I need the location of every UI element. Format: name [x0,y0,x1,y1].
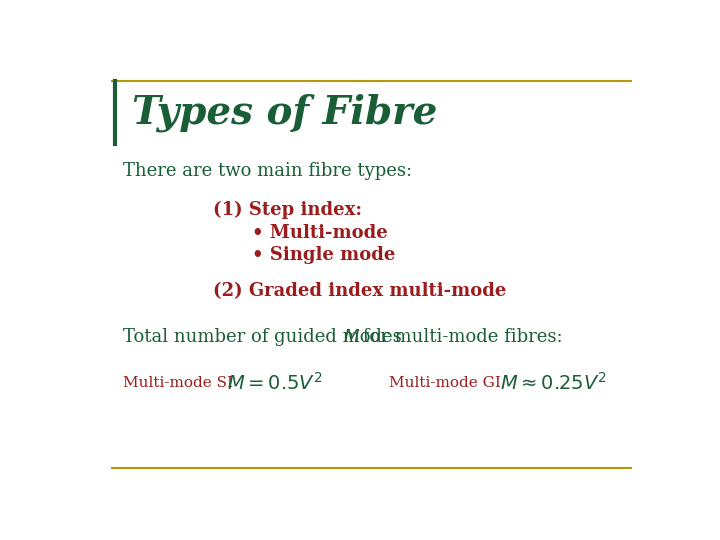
Text: Multi-mode SI: Multi-mode SI [124,376,233,390]
Text: • Single mode: • Single mode [252,246,395,264]
Text: There are two main fibre types:: There are two main fibre types: [124,162,413,180]
Text: (2) Graded index multi-mode: (2) Graded index multi-mode [213,282,506,300]
Text: Total number of guided modes: Total number of guided modes [124,328,408,346]
Text: • Multi-mode: • Multi-mode [252,224,387,242]
Text: $M$: $M$ [343,328,360,346]
Text: $M = 0.5V^{2}$: $M = 0.5V^{2}$ [227,372,323,394]
Text: Types of Fibre: Types of Fibre [132,93,437,132]
Text: $M \approx 0.25V^{2}$: $M \approx 0.25V^{2}$ [500,372,607,394]
Text: Multi-mode GI: Multi-mode GI [389,376,500,390]
Text: for multi-mode fibres:: for multi-mode fibres: [356,328,562,346]
Text: (1) Step index:: (1) Step index: [213,201,361,219]
